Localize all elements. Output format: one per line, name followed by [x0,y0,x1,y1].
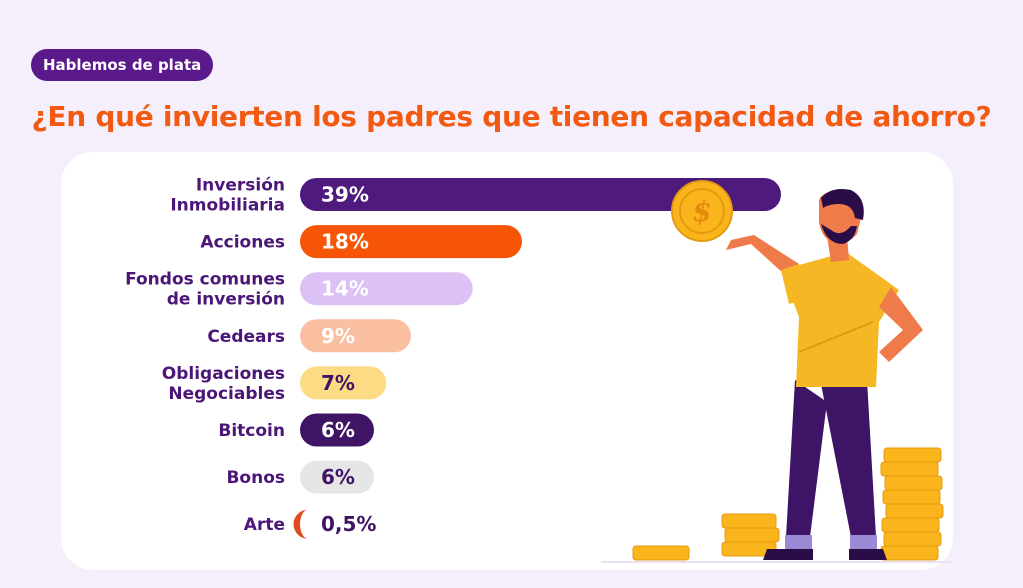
bar-category-label: Obligaciones Negociables [162,364,285,404]
bar [293,509,308,539]
bar-value-label: 0,5% [321,512,376,536]
bar [300,178,781,211]
coin-stack-left-icon [632,545,690,561]
bar [300,272,473,306]
chart-card: Inversión Inmobiliaria 39% Acciones 18% Fondo… [61,152,953,570]
bar-value-label: 7% [321,371,355,395]
coin-stack-right-icon [880,447,944,561]
bar [300,319,411,353]
bar [300,366,387,400]
bar-value-label: 6% [321,465,355,489]
bar-category-label: Cedears [207,327,285,347]
bar [300,460,374,494]
man-with-coin-illustration: $ [601,180,951,563]
bar [300,413,374,447]
bar-value-label: 39% [321,183,369,207]
bar-category-label: Inversión Inmobiliaria [170,176,285,216]
bar-category-label: Acciones [200,233,285,253]
section-badge: Hablemos de plata [31,49,214,81]
bar-category-label: Bitcoin [218,421,285,441]
coin-symbol: $ [692,195,711,228]
bar-value-label: 14% [321,277,369,301]
page-title: ¿En qué invierten los padres que tienen … [31,100,992,133]
bars-group: Inversión Inmobiliaria 39% Acciones 18% Fondo… [125,176,781,539]
coin-stack-middle-icon [721,513,780,557]
bar-chart: Inversión Inmobiliaria 39% Acciones 18% Fondo… [125,176,951,563]
bar-value-label: 6% [321,418,355,442]
bar-category-label: Arte [244,515,285,535]
dollar-coin-icon: $ [671,180,733,242]
bar-value-label: 9% [321,324,355,348]
bar [300,225,522,259]
bar-category-label: Fondos comunes de inversión [125,270,285,310]
bar-category-label: Bonos [226,468,285,488]
bar-value-label: 18% [321,230,369,254]
